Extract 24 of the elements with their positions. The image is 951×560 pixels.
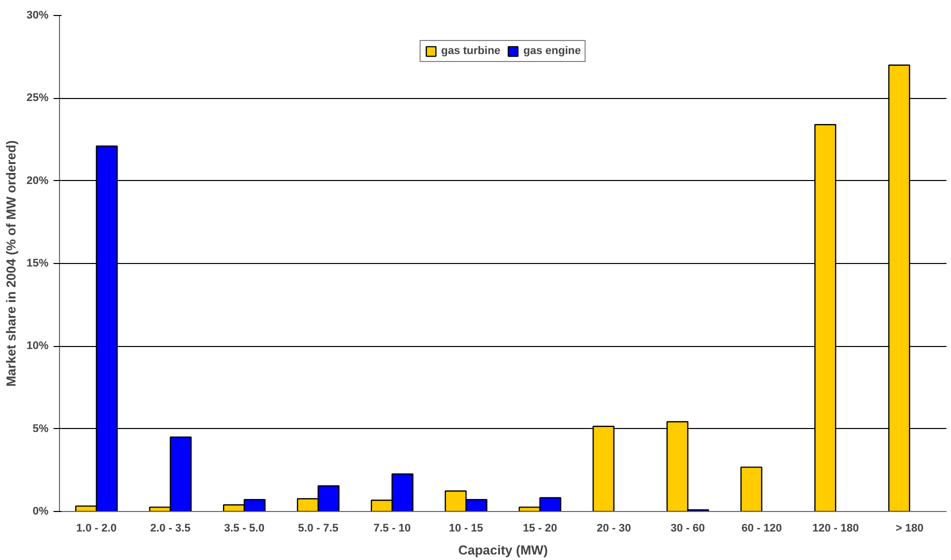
y-tick-label: 20%: [26, 174, 49, 187]
x-tick-label: 30 - 60: [670, 522, 705, 534]
x-tick-label: 10 - 15: [448, 522, 484, 534]
y-tick-label: 0%: [32, 506, 49, 518]
x-tick-label: 1.0 - 2.0: [76, 522, 117, 534]
x-tick-label: 7.5 - 10: [373, 522, 411, 534]
legend-label: gas turbine: [441, 45, 500, 57]
x-tick-label: 2.0 - 3.5: [150, 522, 191, 534]
x-tick-label: > 180: [896, 522, 924, 534]
x-tick-label: 3.5 - 5.0: [224, 522, 264, 534]
y-tick-label: 5%: [32, 422, 49, 435]
y-tick-label: 10%: [26, 340, 49, 352]
y-axis-title: Market share in 2004 (% of MW ordered): [3, 140, 18, 387]
y-tick-label: 15%: [26, 258, 49, 270]
x-tick-label: 5.0 - 7.5: [298, 522, 338, 534]
y-tick-label: 25%: [26, 92, 49, 104]
x-axis-title: Capacity (MW): [458, 542, 548, 558]
x-tick-label: 20 - 30: [596, 522, 631, 534]
x-tick-label: 120 - 180: [812, 522, 859, 534]
x-tick-label: 60 - 120: [742, 522, 782, 534]
x-tick-label: 15 - 20: [522, 522, 558, 534]
y-tick-label: 30%: [26, 10, 49, 22]
bar: [740, 466, 762, 512]
legend-label: gas engine: [523, 45, 581, 57]
